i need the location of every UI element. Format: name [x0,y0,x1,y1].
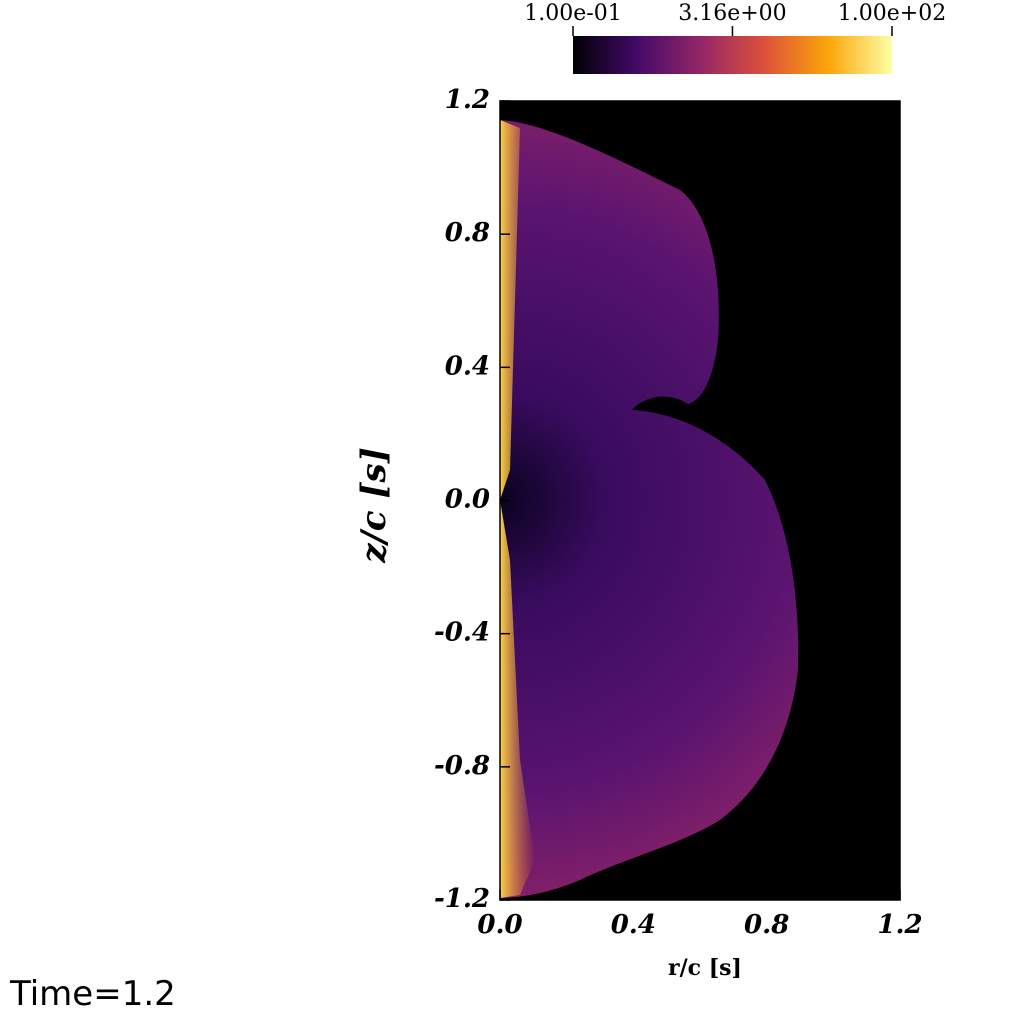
colorbar-tick-label: 1.00e-01 [524,1,621,26]
y-tick-label: -1.2 [434,884,490,914]
y-axis-label: z/c [s] [354,447,394,564]
density-field [500,120,799,898]
x-tick-label: 0.8 [744,910,789,940]
colorbar-tick-label: 1.00e+02 [838,1,946,26]
colorbar-tick-label: 3.16e+00 [678,1,786,26]
y-tick-label: -0.4 [434,618,490,648]
y-tick-label: 1.2 [445,85,490,115]
x-tick-label: 1.2 [877,910,922,940]
y-tick-label: 0.4 [445,351,490,381]
colorbar [573,36,892,74]
y-tick-label: 0.8 [445,218,490,248]
x-axis-label: r/c [s] [668,955,742,981]
x-tick-label: 0.0 [477,910,522,940]
time-annotation: Time=1.2 [9,974,176,1014]
x-tick-label: 0.4 [611,910,656,940]
y-tick-label: -0.8 [434,751,490,781]
y-tick-label: 0.0 [445,485,490,515]
jet-region [500,120,535,898]
